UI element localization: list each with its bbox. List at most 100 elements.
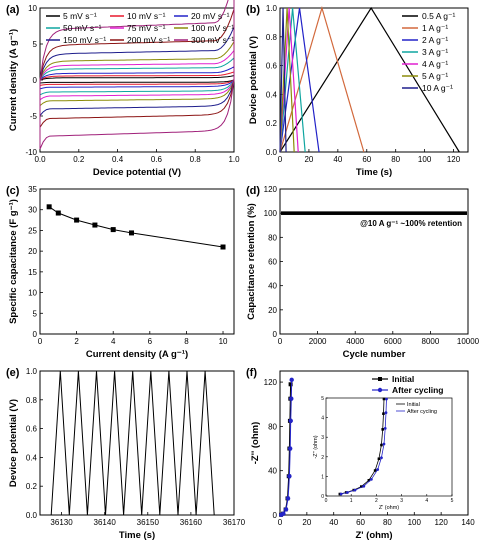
panel-d: 0 2000 4000 6000 8000 10000 0 20 40 60 80 100 120 Cyc… [246, 185, 480, 360]
x-tick-label: 0 [278, 518, 283, 527]
y-tick-label: 0.6 [266, 62, 278, 71]
panel-e: 36130 36140 36150 36160 36170 0.0 0.2 0.4 0.6 0.8… [6, 367, 246, 541]
y-tick-label: 0.4 [266, 90, 278, 99]
y-tick-label: 0 [273, 330, 278, 339]
retention-band [281, 211, 467, 215]
inset-point [373, 469, 377, 472]
inset-legend-label: Initial [407, 402, 420, 408]
legend-label: 3 A g⁻¹ [422, 47, 448, 57]
panel-b: 0 20 40 60 80 100 120 0.0 0.2 0.4 0.6 0.8 1.0 Time (s… [246, 4, 469, 178]
x-axis-label: Device potential (V) [93, 167, 181, 178]
y-tick-label: 0.2 [26, 482, 38, 491]
x-tick-label: 0.2 [73, 155, 85, 164]
x-axis-label: Z' (ohm) [355, 530, 392, 541]
y-tick-label: 0.0 [26, 511, 38, 520]
x-tick-label: 0.4 [112, 155, 124, 164]
x-tick-label: 2000 [309, 337, 327, 346]
y-tick-label: 120 [264, 378, 278, 387]
inset-point [362, 484, 366, 488]
nyquist-point [281, 511, 286, 516]
x-axis-label: Time (s) [356, 167, 392, 178]
capacitance-point [110, 227, 116, 233]
y-tick-label: 120 [264, 185, 278, 194]
nyquist-point [289, 396, 294, 401]
x-tick-label: 6 [148, 337, 153, 346]
y-axis-label: -Z'' (ohm) [250, 422, 261, 465]
plot-frame [39, 188, 235, 335]
inset: 0 1 2 3 4 5 0 1 2 3 4 5 Z' (ohm) -Z'' (ohm) InitialAft… [313, 396, 454, 511]
inset-point [383, 426, 387, 430]
panel-label: (c) [6, 185, 20, 197]
x-tick-label: 120 [434, 518, 448, 527]
x-tick-label: 0.8 [190, 155, 202, 164]
y-axis-label: Capacitance retention (%) [246, 203, 257, 320]
inset-point [381, 428, 384, 431]
x-tick-label: 2 [74, 337, 79, 346]
gcd-curve [279, 7, 295, 153]
y-tick-label: 0.2 [266, 119, 278, 128]
capacitance-point [220, 244, 226, 250]
cv-curve [39, 71, 235, 86]
y-tick-label: -10 [25, 148, 37, 157]
legend-marker [378, 377, 382, 381]
inset-y-tick-label: 2 [321, 455, 324, 461]
plot-frame [39, 370, 235, 516]
y-tick-label: 5 [33, 40, 38, 49]
y-tick-label: 0 [33, 76, 38, 85]
inset-x-tick-label: 5 [451, 498, 454, 504]
inset-x-tick-label: 0 [325, 498, 328, 504]
legend-label: 150 mV s⁻¹ [63, 35, 106, 45]
x-tick-label: 40 [329, 518, 338, 527]
y-axis-label: Device potential (V) [248, 36, 259, 124]
x-tick-label: 36150 [137, 518, 160, 527]
x-tick-label: 20 [302, 518, 311, 527]
x-tick-label: 10000 [457, 337, 480, 346]
inset-x-tick-label: 4 [425, 498, 428, 504]
inset-point [339, 492, 343, 496]
x-tick-label: 36130 [50, 518, 73, 527]
legend-label: 0.5 A g⁻¹ [422, 11, 455, 21]
x-tick-label: 8 [184, 337, 189, 346]
legend: 5 mV s⁻¹ 10 mV s⁻¹ 20 mV s⁻¹ 50 mV s⁻¹ 75 mV… [46, 11, 234, 45]
legend-label: 20 mV s⁻¹ [191, 11, 230, 21]
capacitance-point [46, 204, 52, 210]
inset-point [382, 442, 386, 446]
panel-c: 0 2 4 6 8 10 0 5 10 15 20 25 30 35 Current density (A … [6, 185, 235, 360]
x-tick-label: 140 [461, 518, 475, 527]
panel-label: (b) [246, 4, 260, 16]
inset-point [376, 468, 380, 471]
legend: 0.5 A g⁻¹ 1 A g⁻¹ 2 A g⁻¹ 3 A g⁻¹ 4 A g⁻¹ 5 A… [402, 11, 455, 93]
nyquist-point [288, 418, 293, 424]
x-tick-label: 60 [356, 518, 365, 527]
y-tick-label: 10 [28, 289, 37, 298]
legend-label: 10 mV s⁻¹ [127, 11, 166, 21]
x-tick-label: 0 [38, 337, 43, 346]
inset-point [385, 397, 388, 401]
inset-legend-label: After cycling [407, 409, 437, 415]
y-tick-label: 0.8 [266, 33, 278, 42]
x-tick-label: 0.0 [34, 155, 46, 164]
y-tick-label: 20 [28, 247, 37, 256]
legend-label: Initial [392, 374, 414, 384]
gcd-curve [279, 5, 365, 153]
inset-point [382, 397, 386, 401]
panel-a: 0.0 0.2 0.4 0.6 0.8 1.0 -10 -5 0 5 10 Device potent… [6, 0, 240, 178]
legend-label: 1 A g⁻¹ [422, 23, 448, 33]
legend-label: 50 mV s⁻¹ [63, 23, 102, 33]
y-tick-label: 40 [268, 467, 277, 476]
y-tick-label: 20 [268, 306, 277, 315]
y-tick-label: 1.0 [266, 4, 278, 13]
x-tick-label: 4000 [346, 337, 364, 346]
y-tick-label: 0.6 [26, 425, 38, 434]
panel-label: (f) [246, 367, 257, 379]
x-tick-label: 8000 [422, 337, 440, 346]
legend-label: 4 A g⁻¹ [422, 59, 448, 69]
inset-point [359, 485, 363, 488]
x-tick-label: 10 [219, 337, 228, 346]
x-tick-label: 0 [278, 155, 283, 164]
retention-annotation: @10 A g⁻¹ ~100% retention [360, 219, 462, 228]
x-tick-label: 6000 [384, 337, 402, 346]
gcd-curve [279, 6, 460, 153]
inset-point [384, 411, 388, 415]
